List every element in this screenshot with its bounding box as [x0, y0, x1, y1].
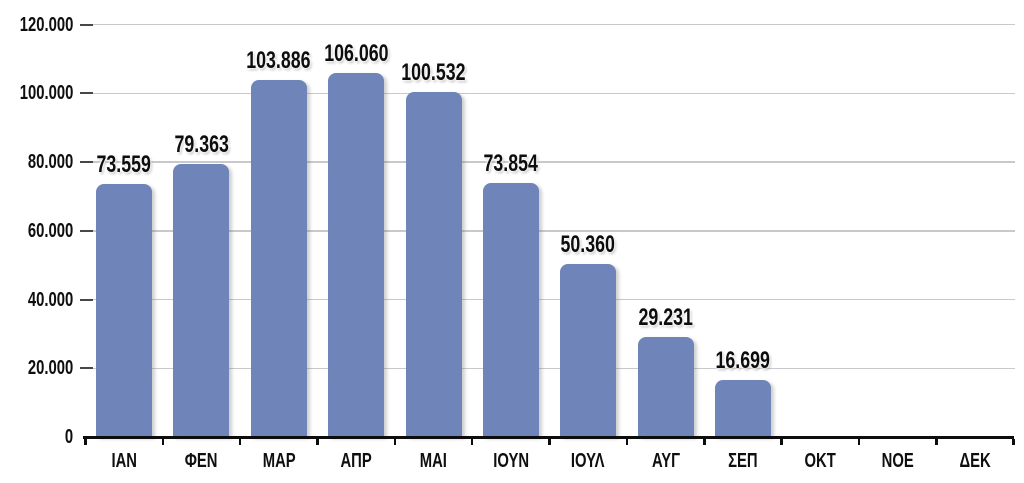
bar-value-label: 73.854 [441, 150, 581, 177]
x-tick-label: ΙΟΥΛ [550, 450, 627, 472]
bar [714, 379, 771, 437]
x-tick-label-text: ΟΚΤ [804, 450, 836, 472]
x-tick-label: ΝΟΕ [859, 450, 936, 472]
bar [482, 183, 539, 437]
y-tick [80, 367, 93, 370]
bar-value-label: 29.231 [596, 304, 736, 331]
x-tick-label-text: ΑΥΓ [651, 450, 680, 472]
x-tick [625, 438, 629, 445]
x-tick-label-text: ΙΟΥΝ [492, 450, 529, 472]
gridline [93, 230, 1015, 232]
bar [96, 184, 153, 437]
y-tick-label: 60.000 [0, 220, 73, 242]
y-tick-label-text: 120.000 [19, 13, 73, 36]
bar [637, 336, 694, 437]
y-tick-label-text: 80.000 [27, 151, 73, 174]
y-tick [80, 298, 93, 301]
bar-value-label-text: 103.886 [246, 47, 311, 74]
x-tick-label-text: ΙΟΥΛ [571, 450, 606, 472]
bar-value-label-text: 73.559 [96, 151, 152, 179]
bar [328, 72, 385, 437]
bar-value-label: 103.886 [209, 47, 349, 74]
bar-value-label-text: 100.532 [401, 58, 466, 86]
x-tick-label: ΜΑΡ [240, 450, 317, 472]
y-tick-label: 20.000 [0, 357, 73, 379]
x-tick [780, 438, 783, 445]
x-tick-label-text: ΜΑΙ [419, 450, 448, 472]
x-tick [161, 438, 164, 445]
x-axis-line [83, 435, 1015, 439]
y-tick-label: 100.000 [0, 82, 73, 104]
x-tick-label-text: ΦΕΝ [185, 450, 218, 472]
y-tick-label-text: 40.000 [27, 288, 73, 311]
y-tick [80, 92, 93, 95]
x-tick-label: ΟΚΤ [782, 450, 859, 472]
bar-value-label-text: 16.699 [715, 346, 771, 374]
x-tick-label-text: ΝΟΕ [881, 450, 914, 472]
x-tick [548, 438, 551, 445]
x-tick-label: ΣΕΠ [704, 450, 781, 472]
bar [250, 80, 307, 437]
gridline [93, 92, 1015, 95]
bar [173, 164, 230, 437]
bar-value-label-text: 73.854 [483, 150, 538, 178]
bar-value-label-text: 106.060 [323, 39, 389, 67]
x-tick [316, 438, 319, 445]
y-tick-label-text: 20.000 [27, 357, 73, 380]
gridline [93, 367, 1015, 369]
x-tick-label: ΙΑΝ [85, 450, 162, 472]
x-tick [1012, 438, 1015, 445]
x-tick-label-text: ΑΠΡ [340, 450, 372, 472]
x-tick [84, 438, 87, 445]
x-tick [470, 438, 474, 445]
bar-value-label: 79.363 [131, 131, 271, 158]
bar-value-label: 16.699 [673, 347, 813, 374]
y-tick [80, 161, 93, 164]
x-tick [238, 438, 242, 445]
x-tick [393, 438, 397, 445]
y-tick [80, 23, 93, 26]
y-tick-label-text: 60.000 [27, 219, 73, 242]
x-tick-label-text: ΜΑΡ [262, 450, 296, 472]
x-tick-label: ΑΠΡ [318, 450, 395, 472]
x-tick [703, 438, 706, 445]
bar-value-label: 50.360 [518, 231, 658, 258]
bar [560, 263, 617, 437]
bar [405, 91, 462, 437]
x-tick-label-text: ΙΑΝ [111, 450, 137, 472]
gridline [93, 161, 1015, 163]
gridline [93, 298, 1015, 301]
x-tick-label: ΙΟΥΝ [472, 450, 549, 472]
x-tick-label: ΜΑΙ [395, 450, 472, 472]
bar-value-label: 73.559 [54, 151, 194, 178]
x-tick-label: ΦΕΝ [163, 450, 240, 472]
x-tick [935, 438, 938, 445]
bar-value-label-text: 29.231 [638, 303, 693, 331]
bar-value-label-text: 50.360 [561, 230, 616, 258]
y-tick-label-text: 100.000 [19, 82, 73, 105]
y-tick-label: 40.000 [0, 289, 73, 311]
y-tick-label: 80.000 [0, 151, 73, 173]
bar-value-label: 106.060 [286, 40, 426, 67]
y-tick-label: 0 [0, 426, 73, 448]
gridline [93, 23, 1015, 26]
bar-value-label-text: 79.363 [174, 131, 229, 159]
x-tick-label: ΑΥΓ [627, 450, 704, 472]
x-tick-label-text: ΔΕΚ [959, 450, 991, 472]
x-tick-label-text: ΣΕΠ [728, 450, 758, 472]
y-tick-label-text: 0 [64, 426, 73, 448]
x-tick [857, 438, 861, 445]
y-tick-label: 120.000 [0, 14, 73, 36]
y-tick [80, 229, 93, 232]
x-tick-label: ΔΕΚ [936, 450, 1013, 472]
bar-value-label: 100.532 [364, 59, 504, 86]
